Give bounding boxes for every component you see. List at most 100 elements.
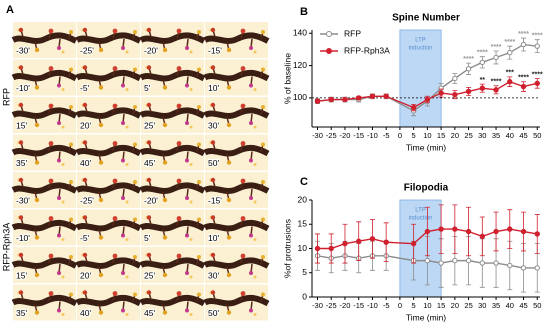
x-tick-label: 10: [423, 131, 431, 140]
data-point: [424, 228, 431, 235]
legend-label: RFP-Rph3A: [344, 45, 390, 55]
data-point: [493, 54, 499, 61]
x-tick-label: 20: [451, 301, 459, 310]
time-label: -25': [80, 195, 94, 205]
data-point: [493, 260, 499, 266]
legend-marker: [326, 31, 332, 37]
data-point: [424, 96, 431, 103]
y-tick-label: 0: [302, 291, 307, 301]
significance-mark: ****: [491, 44, 502, 51]
y-tick-label: 5: [302, 267, 307, 277]
data-point: [479, 59, 486, 66]
data-point: [328, 96, 334, 103]
data-point: [465, 257, 472, 264]
data-point: [465, 228, 472, 235]
y-tick-label: 140: [293, 27, 307, 37]
data-point: [438, 90, 444, 96]
data-point: [465, 66, 472, 72]
significance-mark: ****: [463, 56, 474, 63]
data-point: [534, 80, 540, 87]
data-point: [452, 257, 458, 264]
region-label: LTP: [415, 38, 426, 44]
y-axis-label: % of baseline: [282, 53, 292, 104]
y-tick-label: 100: [293, 92, 307, 102]
time-label: 30': [208, 120, 219, 130]
time-label: -25': [80, 45, 94, 55]
time-label: 10': [208, 83, 219, 93]
data-point: [479, 233, 486, 240]
x-tick-label: -20: [340, 301, 351, 310]
data-point: [342, 240, 348, 247]
data-point: [479, 260, 486, 266]
x-tick-label: 35: [492, 301, 500, 310]
significance-mark: ***: [506, 70, 514, 77]
time-label: 50': [208, 308, 219, 318]
y-tick-label: 20: [298, 194, 308, 204]
ltp-region: [399, 199, 442, 298]
x-tick-label: -10: [367, 131, 378, 140]
time-label: 50': [208, 158, 219, 168]
data-point: [534, 43, 540, 49]
chart-title: Spine Number: [392, 13, 460, 24]
panel-label: B: [300, 6, 308, 18]
data-point: [355, 95, 362, 101]
time-label: 35': [16, 308, 27, 318]
time-label: 30': [208, 270, 219, 280]
data-point: [507, 262, 513, 269]
data-point: [520, 83, 527, 90]
data-point: [507, 79, 513, 85]
significance-mark: ****: [532, 33, 543, 40]
significance-mark: ****: [477, 50, 488, 57]
x-tick-label: -10: [367, 301, 378, 310]
legend-label: RFP: [344, 28, 361, 38]
time-label: 45': [144, 158, 155, 168]
x-tick-label: -20: [340, 131, 351, 140]
data-point: [342, 96, 348, 103]
data-point: [438, 260, 444, 266]
x-tick-label: 15: [437, 301, 445, 310]
panel-label: C: [300, 176, 308, 188]
data-point: [452, 75, 458, 82]
time-label: 5': [144, 233, 151, 243]
x-tick-label: -5: [383, 131, 390, 140]
data-point: [479, 85, 486, 91]
x-tick-label: 5: [412, 301, 416, 310]
x-tick-label: -30: [312, 131, 323, 140]
time-label: -10': [16, 233, 30, 243]
x-tick-label: 0: [398, 301, 402, 310]
data-point: [410, 240, 417, 247]
series-line: [317, 228, 538, 250]
region-label: LTP: [415, 208, 426, 214]
data-point: [410, 104, 417, 111]
data-point: [369, 93, 376, 99]
x-tick-label: 35: [492, 131, 500, 140]
x-tick-label: 45: [519, 131, 527, 140]
time-label: 25': [144, 120, 155, 130]
time-label: 40': [80, 158, 91, 168]
data-point: [507, 226, 513, 232]
time-label: 15': [16, 270, 27, 280]
time-label: -20': [144, 45, 158, 55]
series-line: [317, 255, 538, 269]
data-point: [355, 238, 362, 244]
y-axis-label: %of protrusions: [282, 219, 292, 278]
data-point: [452, 226, 458, 232]
data-point: [452, 91, 458, 98]
time-label: 5': [144, 83, 151, 93]
region-label: induction: [408, 216, 432, 222]
region-label: induction: [408, 46, 432, 52]
time-label: -10': [16, 83, 30, 93]
data-point: [369, 236, 376, 242]
x-tick-label: 30: [478, 131, 486, 140]
time-label: -15': [208, 45, 222, 55]
data-point: [383, 93, 389, 99]
series-line: [317, 43, 538, 112]
panel-label: A: [6, 4, 14, 16]
x-tick-label: -25: [326, 131, 337, 140]
data-point: [534, 265, 540, 271]
significance-mark: **: [480, 77, 486, 84]
data-point: [493, 87, 499, 93]
x-tick-label: 20: [451, 131, 459, 140]
x-tick-label: 45: [519, 301, 527, 310]
